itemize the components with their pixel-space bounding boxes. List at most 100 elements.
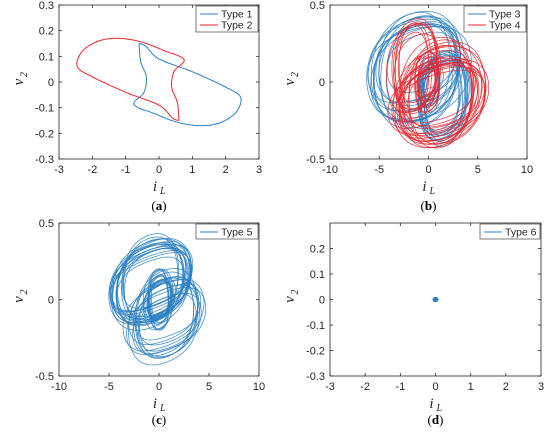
series-line [416,62,440,102]
y-axis-label: v [282,296,298,303]
y-tick-label: 0 [48,295,54,307]
x-tick-label: 5 [475,164,481,176]
x-tick-label: -3 [325,381,335,393]
x-tick-label: 3 [256,164,262,176]
series-type-5 [108,233,207,366]
x-tick-label: -2 [87,164,97,176]
panel-caption: (d) [428,412,444,427]
series-line [398,24,430,110]
series-line [401,62,483,130]
x-tick-label: -2 [360,381,370,393]
x-tick-label: -1 [121,164,131,176]
series-type-4 [386,18,490,149]
x-tick-label: 0 [156,164,162,176]
y-tick-label: 0.1 [39,51,54,63]
x-tick-label: 10 [521,164,533,176]
series-line [398,64,478,135]
legend [195,223,259,240]
series-line [370,10,461,124]
x-tick-label: -3 [54,164,64,176]
panel-caption: (a) [151,198,166,213]
y-tick-label: -0.5 [35,371,54,383]
series-line [138,293,197,352]
legend-label: Type 5 [221,227,253,239]
panel-caption: (b) [421,198,437,213]
legend [479,223,541,240]
y-tick-label: 0 [319,77,325,89]
x-tick-label: 2 [223,164,229,176]
x-tick-label: -5 [374,164,384,176]
legend-label: Type 4 [489,20,521,32]
series-line [76,37,185,121]
y-tick-label: 0.2 [310,244,325,256]
y-axis-label-sub: 2 [290,290,301,295]
series-line [366,16,465,120]
y-tick-label: 0 [319,295,325,307]
x-tick-label: 1 [468,381,474,393]
x-axis-label: i [153,179,157,195]
series-line [128,279,200,346]
y-tick-label: 0.2 [39,26,54,38]
x-axis-label: i [422,179,426,195]
x-axis-label: i [153,396,157,412]
y-axis-label-sub: 2 [290,72,301,77]
series-type-1 [133,43,242,127]
x-tick-label: 0 [425,164,431,176]
y-axis-label: v [11,296,27,303]
series-line [395,59,476,124]
legend-label: Type 2 [221,20,253,32]
legend [195,5,259,33]
y-tick-label: -0.2 [306,346,325,358]
panel-caption: (c) [152,412,166,427]
x-axis-label-sub: L [436,403,443,414]
y-axis-label: v [11,78,27,85]
series-line [399,41,486,146]
panel-a: -3 -2 -1 0 1 2 3-0.3-0.2-0.100.10.20.3i Lv2Type… [11,0,262,213]
y-axis-label-sub: 2 [19,290,30,295]
series-line [373,16,458,129]
y-tick-label: 0.1 [310,269,325,281]
y-tick-label: 0.5 [39,218,54,230]
y-tick-label: -0.2 [35,128,54,140]
x-tick-label: -1 [395,381,405,393]
series-line [111,247,192,323]
x-tick-label: 0 [432,381,438,393]
series-line [387,66,485,135]
y-axis-label-sub: 2 [19,72,30,77]
panel-c: -10 -5 0 5 10 -0.5 0 0.5 i Lv2 Type 5 (c) [11,218,265,427]
series-line [109,252,193,316]
x-tick-label: 10 [253,381,265,393]
series-line [149,268,169,331]
series-line [108,242,191,325]
series-line [418,57,436,107]
x-tick-label: 2 [503,381,509,393]
series-point-type-6 [432,296,439,303]
series-line [133,43,242,127]
series-line [407,65,479,128]
y-tick-label: -0.5 [306,154,325,166]
series-line [132,292,202,355]
legend-label: Type 1 [221,9,253,21]
x-axis-label: i [429,396,433,412]
x-axis-label-sub: L [159,403,166,414]
y-tick-label: 0 [48,77,54,89]
x-tick-label: -5 [104,381,114,393]
y-tick-label: -0.1 [35,103,54,115]
legend-label: Type 3 [489,9,521,21]
x-axis-label-sub: L [429,186,436,197]
y-tick-label: 0.3 [39,0,54,12]
legend [463,5,527,33]
series-line [391,18,438,110]
series-line [115,245,189,326]
series-line [414,50,441,114]
axes-box [58,222,260,377]
series-line [111,243,187,321]
series-type-2 [76,37,185,121]
y-tick-label: 0.5 [310,0,325,12]
series-line [133,277,195,357]
series-line [393,33,442,112]
x-tick-label: 5 [206,381,212,393]
